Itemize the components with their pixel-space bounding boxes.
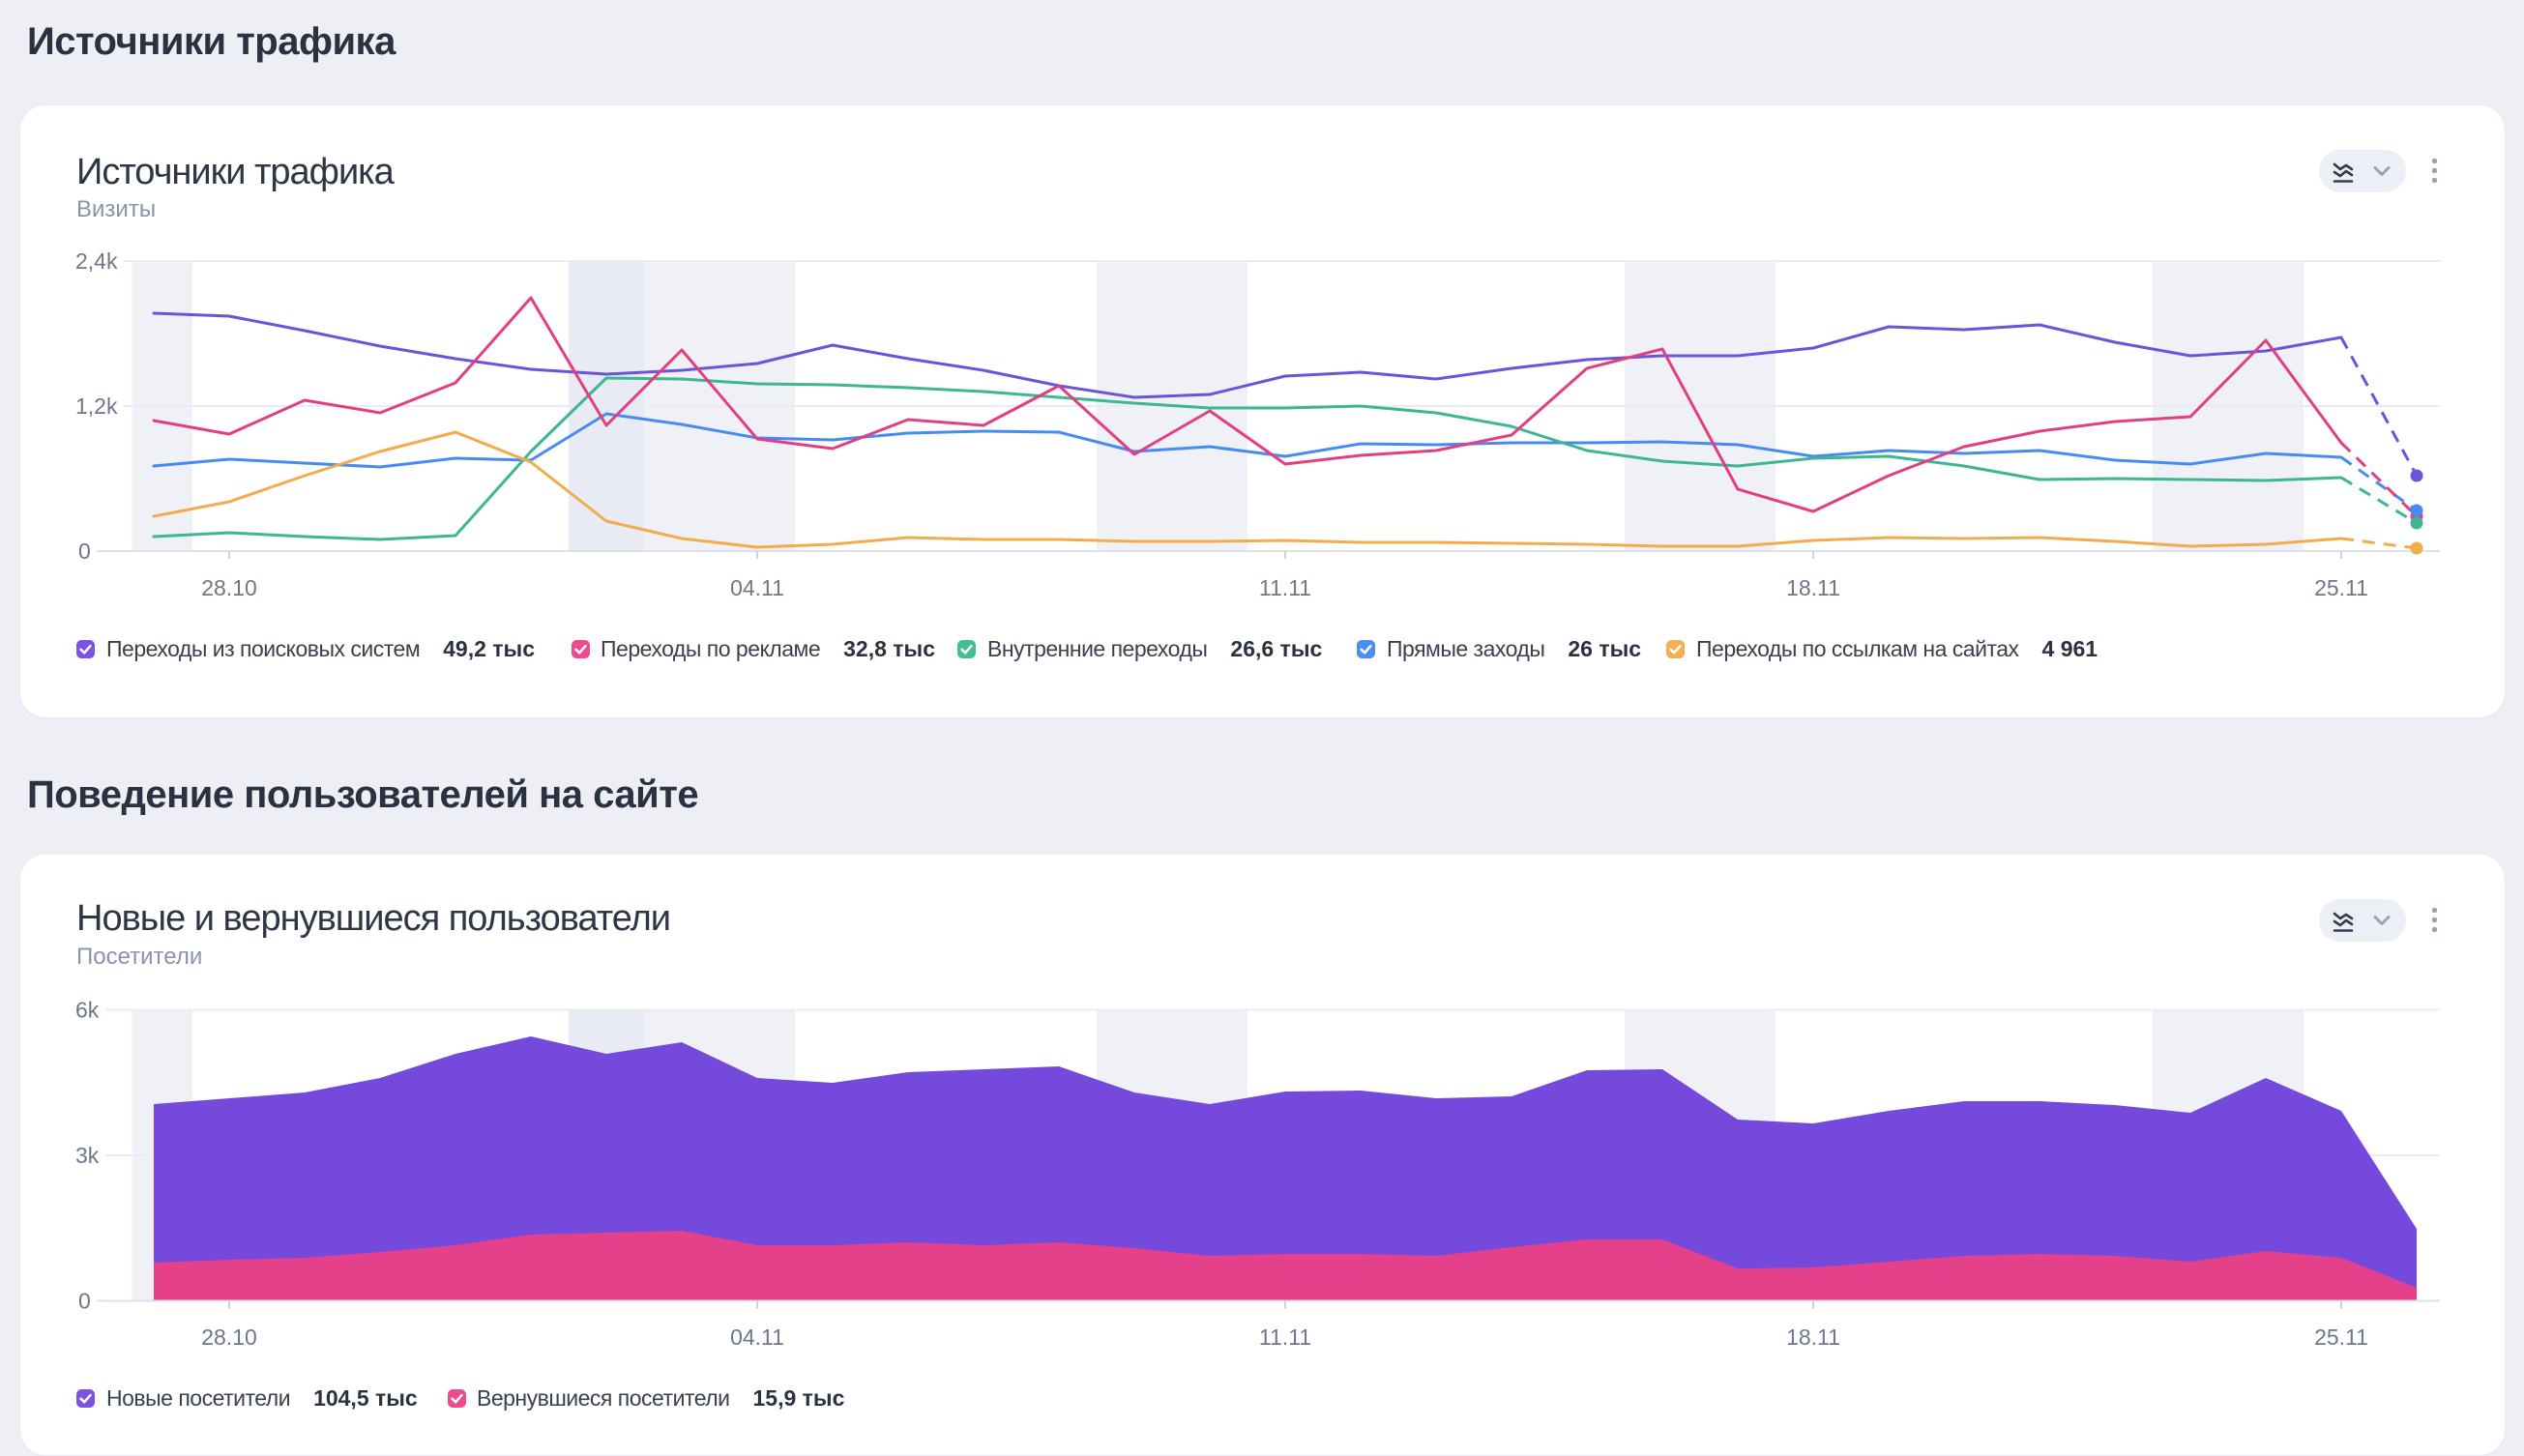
svg-text:1,2k: 1,2k (75, 393, 118, 419)
svg-text:3k: 3k (75, 1143, 100, 1168)
svg-text:28.10: 28.10 (201, 575, 257, 600)
svg-text:04.11: 04.11 (730, 1325, 784, 1350)
svg-text:0: 0 (78, 1289, 91, 1314)
svg-text:18.11: 18.11 (1786, 575, 1840, 600)
svg-text:6k: 6k (75, 998, 100, 1023)
svg-text:11.11: 11.11 (1259, 1325, 1311, 1350)
svg-text:04.11: 04.11 (730, 575, 784, 600)
svg-text:11.11: 11.11 (1259, 575, 1311, 600)
svg-text:0: 0 (78, 539, 91, 564)
svg-text:25.11: 25.11 (2314, 1325, 2368, 1350)
svg-text:18.11: 18.11 (1786, 1325, 1840, 1350)
svg-text:28.10: 28.10 (201, 1325, 257, 1350)
svg-text:2,4k: 2,4k (75, 248, 118, 274)
svg-text:25.11: 25.11 (2314, 575, 2368, 600)
